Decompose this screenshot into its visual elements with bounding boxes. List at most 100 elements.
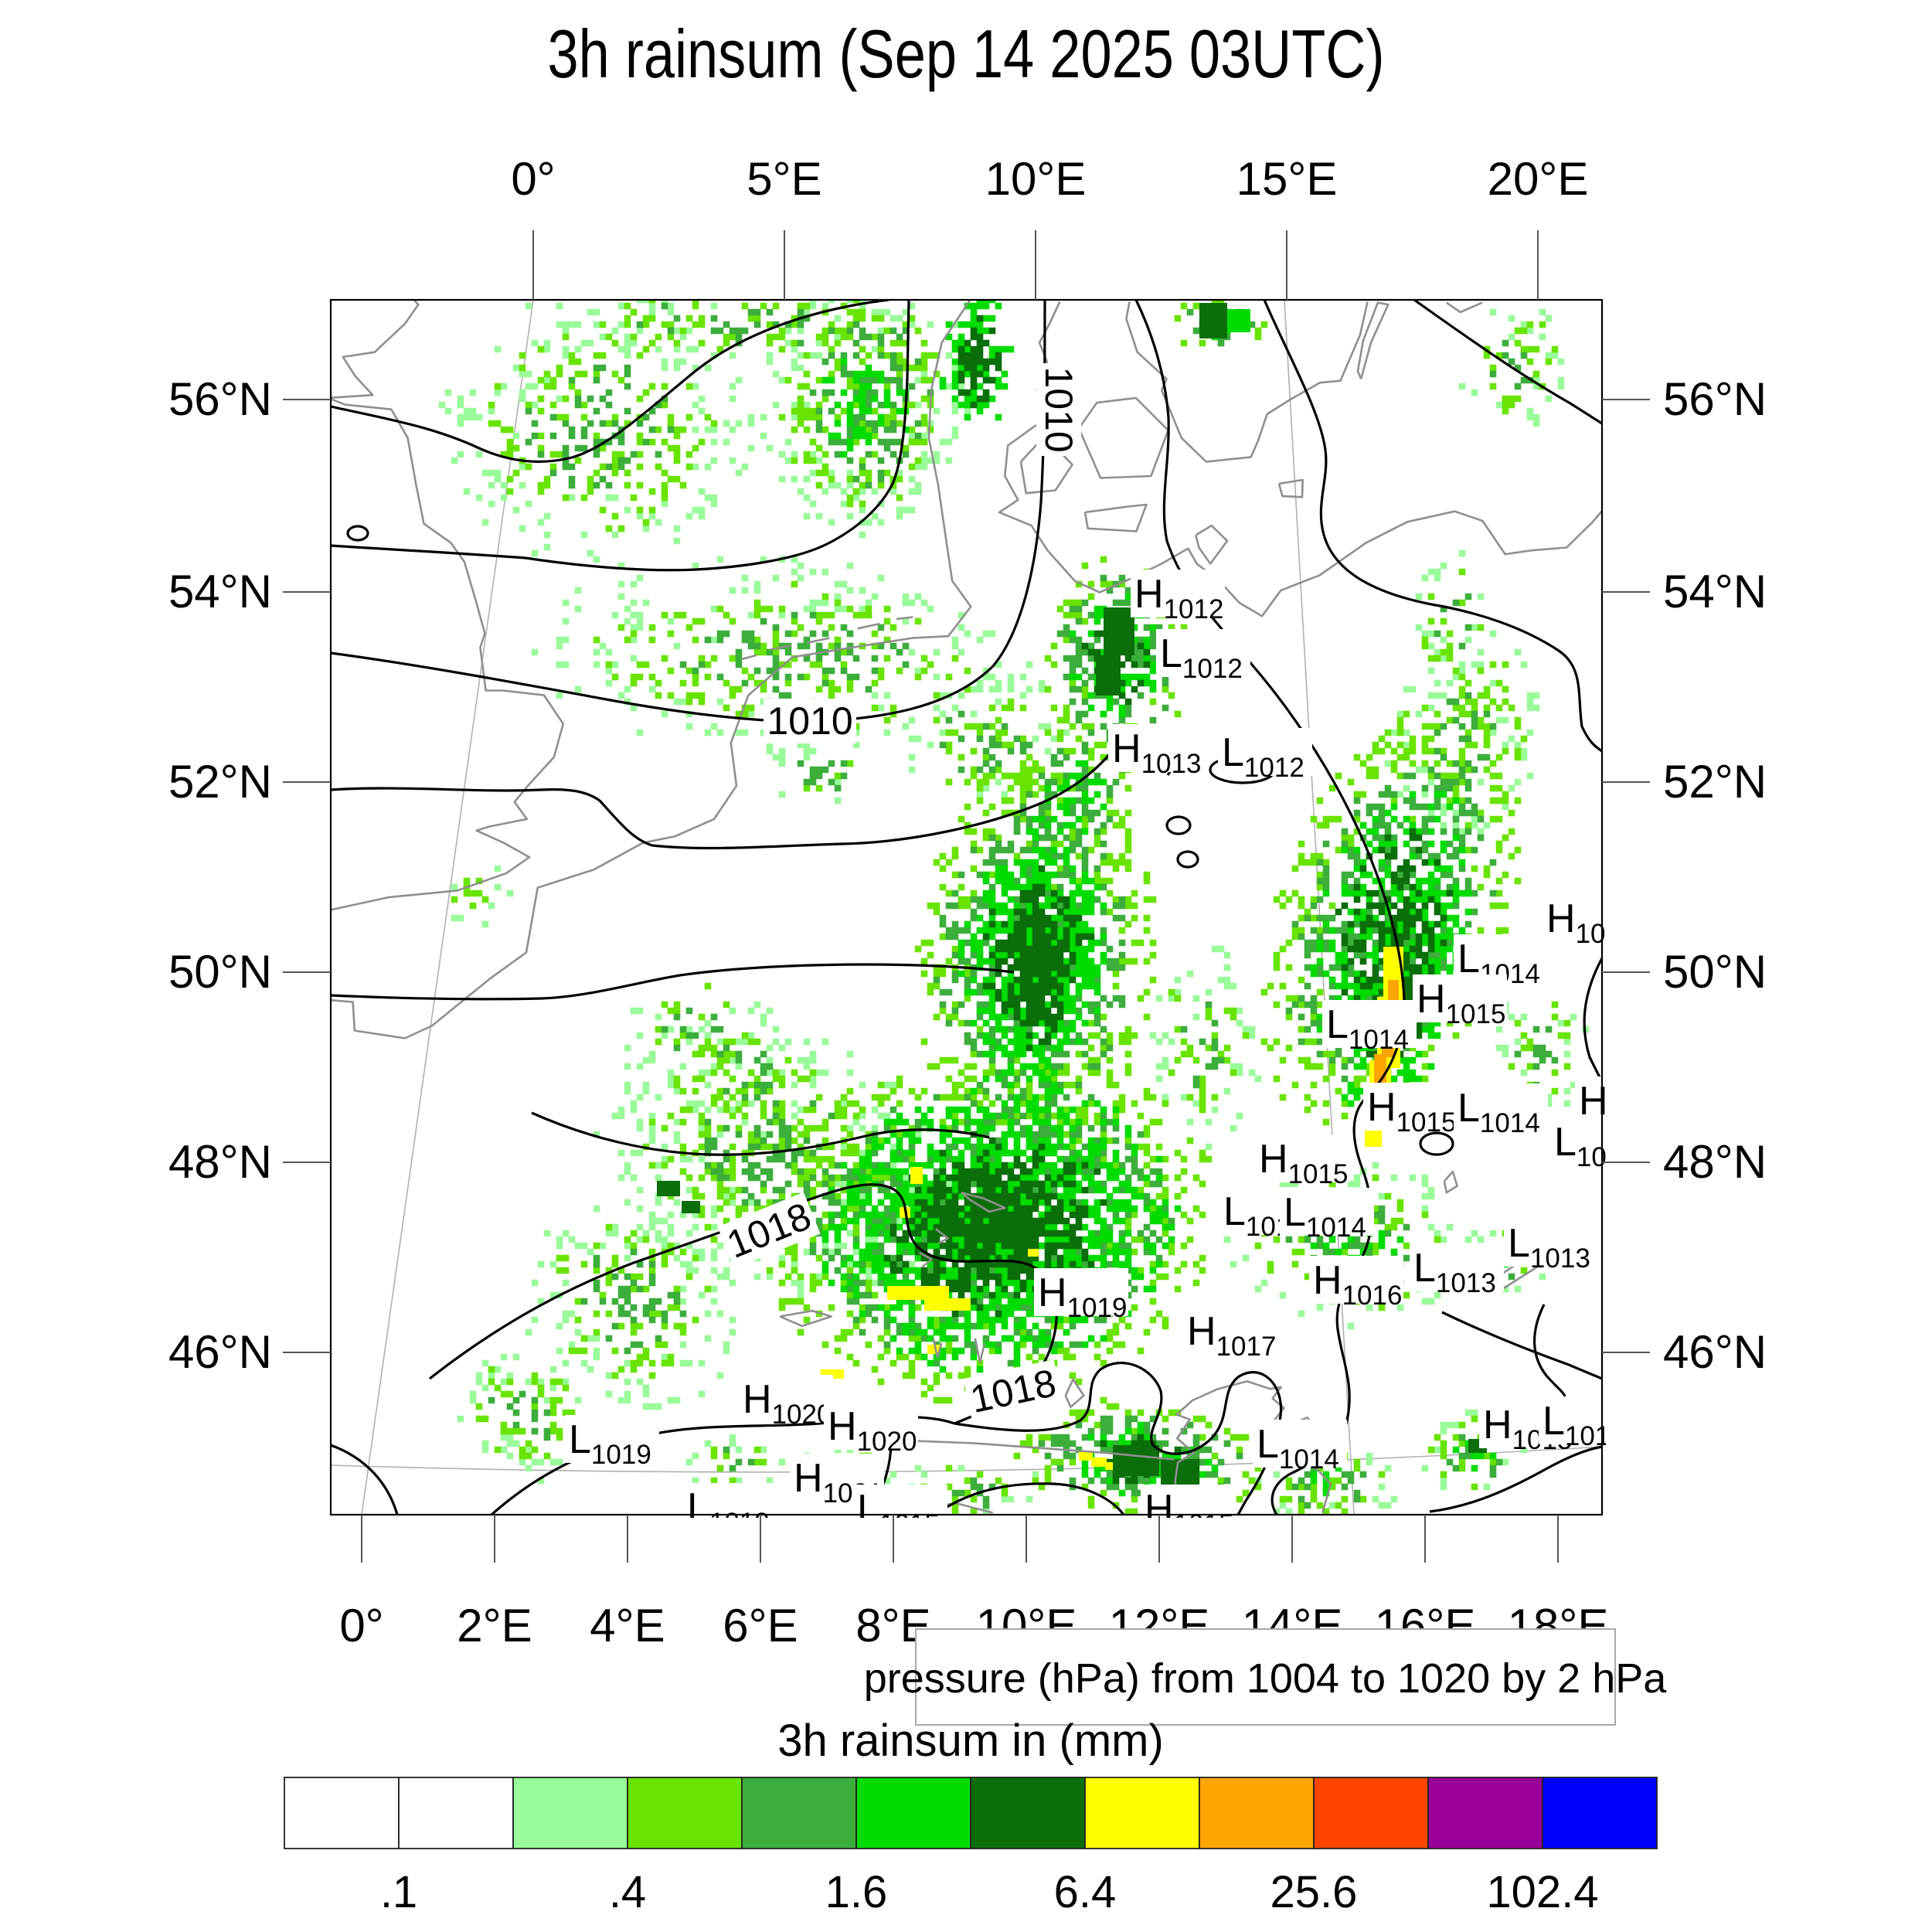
pressure-center-box: [1309, 1256, 1403, 1304]
pressure-center-box: [1034, 1268, 1128, 1316]
isobar-contour: [1176, 850, 1199, 869]
colorbar-cell: [284, 1777, 400, 1849]
pressure-center-box: [1253, 1420, 1347, 1468]
colorbar-tick-label: .4: [609, 1867, 646, 1917]
pressure-center-box: [1539, 1396, 1606, 1444]
axis-label-right: 54°N: [1663, 566, 1767, 617]
rain-feature-cell: [1091, 1458, 1107, 1467]
axis-label-left: 54°N: [168, 566, 272, 617]
colorbar-cell: [1427, 1777, 1543, 1849]
pressure-center-box: [1141, 1485, 1235, 1518]
isobar-label-box: [717, 1192, 821, 1269]
pressure-center-box: [683, 1483, 777, 1518]
coastline: [742, 654, 757, 661]
coastline: [896, 616, 913, 621]
isobar-label-1010: 1010: [764, 699, 856, 743]
rain-feature-cell: [1096, 655, 1121, 696]
isobar-contour: [531, 1111, 990, 1156]
pressure-center-box: [1322, 1000, 1417, 1048]
pressure-center-H1019: H1019: [1034, 1268, 1128, 1323]
pressure-center-L1014: L1014: [1539, 1396, 1606, 1451]
rain-feature-cell: [657, 1181, 680, 1196]
graticule-line: [331, 1446, 1602, 1473]
pressure-center-box: [1575, 1077, 1606, 1124]
colorbar-cell: [1313, 1777, 1429, 1849]
colorbar: .1 .4 1.6 6.4 25.6 102.4: [284, 1777, 1658, 1917]
isobar-contour: [331, 963, 1015, 1001]
coastline: [807, 637, 830, 645]
rain-feature-cell: [924, 1298, 971, 1311]
coastline: [1195, 524, 1229, 565]
coastline: [1125, 301, 1369, 463]
pressure-center-H1020: H1020: [739, 1375, 833, 1430]
pressure-center-H1015: H1015: [1141, 1485, 1235, 1518]
pressure-center-H1015: H1015: [1413, 975, 1507, 1029]
axis-label-bottom: 0°: [339, 1600, 383, 1651]
isobar-label-text: 1010: [1037, 366, 1080, 452]
isobar-label-box: [1036, 363, 1081, 456]
pressure-center-text: L1014: [1554, 1120, 1637, 1172]
pressure-center-box: [1218, 728, 1312, 776]
pressure-center-L1019: L1019: [565, 1415, 659, 1470]
isobar-contour: [331, 726, 1130, 850]
coastline: [331, 300, 565, 911]
axis-label-bottom: 4°E: [590, 1600, 665, 1651]
isobar-contour: [1413, 300, 1602, 425]
colorbar-cell: [1542, 1777, 1658, 1849]
isobar-contour: [331, 300, 910, 572]
pressure-center-H1020: H1020: [824, 1402, 918, 1457]
pressure-center-L1013: L1013: [1504, 1219, 1598, 1274]
isobar-contour: [1429, 1445, 1602, 1513]
isobar-label-1010: 1010: [1036, 363, 1081, 456]
isobar-contour: [1165, 815, 1192, 835]
axis-label-top: 0°: [511, 153, 555, 205]
pressure-center-L1014: L1014: [1454, 1083, 1548, 1138]
coastline: [1277, 478, 1304, 498]
coastline: [1077, 396, 1169, 479]
colorbar-title: 3h rainsum in (mm): [777, 1716, 1164, 1766]
colorbar-tick-label: 1.6: [825, 1867, 888, 1917]
pressure-center-H: H: [1575, 1077, 1606, 1124]
isobar-contour: [1532, 1304, 1566, 1397]
rain-feature-cell: [1113, 1445, 1159, 1476]
pressure-center-box: [1183, 1307, 1277, 1355]
axis-label-left: 56°N: [168, 373, 272, 425]
axis-label-bottom: 2°E: [457, 1600, 532, 1651]
colorbar-cell: [512, 1777, 628, 1849]
pressure-center-box: [1454, 934, 1548, 982]
coastline: [998, 301, 1602, 617]
figure-title: 3h rainsum (Sep 14 2025 03UTC): [548, 16, 1385, 92]
pressure-center-L1015: L1015: [853, 1485, 947, 1518]
isobar-label-box: [764, 699, 856, 743]
rain-feature-cell: [1199, 303, 1227, 338]
rain-feature-cell: [1104, 607, 1134, 655]
pressure-center-box: [1280, 1188, 1374, 1236]
isobar-label-box: [963, 1359, 1063, 1423]
isobar-label-text: 1010: [767, 699, 852, 743]
pressure-center-L1014: L1014: [1550, 1117, 1637, 1172]
pressure-center-box: [1504, 1219, 1598, 1267]
axis-label-right: 50°N: [1663, 946, 1767, 998]
rain-feature-cell: [1028, 1249, 1039, 1257]
pressure-center-text: L1014: [1257, 1422, 1339, 1475]
axis-label-bottom: 6°E: [723, 1600, 798, 1651]
coastline: [961, 1191, 1006, 1213]
isobar-contour: [331, 300, 1046, 723]
rain-feature-cell: [1079, 1451, 1093, 1461]
pressure-center-L1019: L1019: [683, 1483, 777, 1518]
coastline: [1064, 1378, 1085, 1408]
pressure-center-box: [1255, 1134, 1349, 1182]
colorbar-cell: [970, 1777, 1086, 1849]
coastline: [1443, 1170, 1458, 1194]
colorbar-tick-label: 102.4: [1486, 1867, 1598, 1917]
pressure-center-box: [824, 1402, 918, 1450]
coastline: [918, 1251, 933, 1268]
pressure-caption: pressure (hPa) from 1004 to 1020 by 2 hP…: [864, 1655, 1668, 1702]
coastline: [779, 1309, 832, 1328]
pressure-center-box: [1363, 1083, 1458, 1131]
pressure-center-box: [1156, 629, 1250, 677]
colorbar-cell: [855, 1777, 971, 1849]
axis-label-left: 48°N: [168, 1136, 272, 1188]
pressure-center-L1014: L1014: [1280, 1188, 1374, 1243]
